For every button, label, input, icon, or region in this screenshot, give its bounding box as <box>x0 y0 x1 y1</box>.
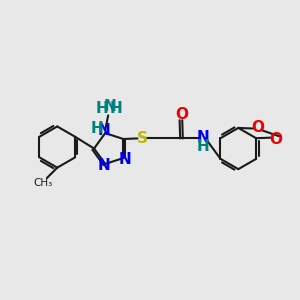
Text: N: N <box>103 99 116 114</box>
Text: H: H <box>196 139 209 154</box>
Text: O: O <box>252 119 265 134</box>
Text: S: S <box>136 131 147 146</box>
Text: N: N <box>196 130 209 145</box>
Text: N: N <box>118 152 131 167</box>
Text: H: H <box>91 121 103 136</box>
Text: H: H <box>95 101 108 116</box>
Text: N: N <box>98 158 110 173</box>
Text: H: H <box>110 101 123 116</box>
Text: CH₃: CH₃ <box>34 178 53 188</box>
Text: O: O <box>175 107 188 122</box>
Text: N: N <box>98 123 110 138</box>
Text: O: O <box>269 132 282 147</box>
